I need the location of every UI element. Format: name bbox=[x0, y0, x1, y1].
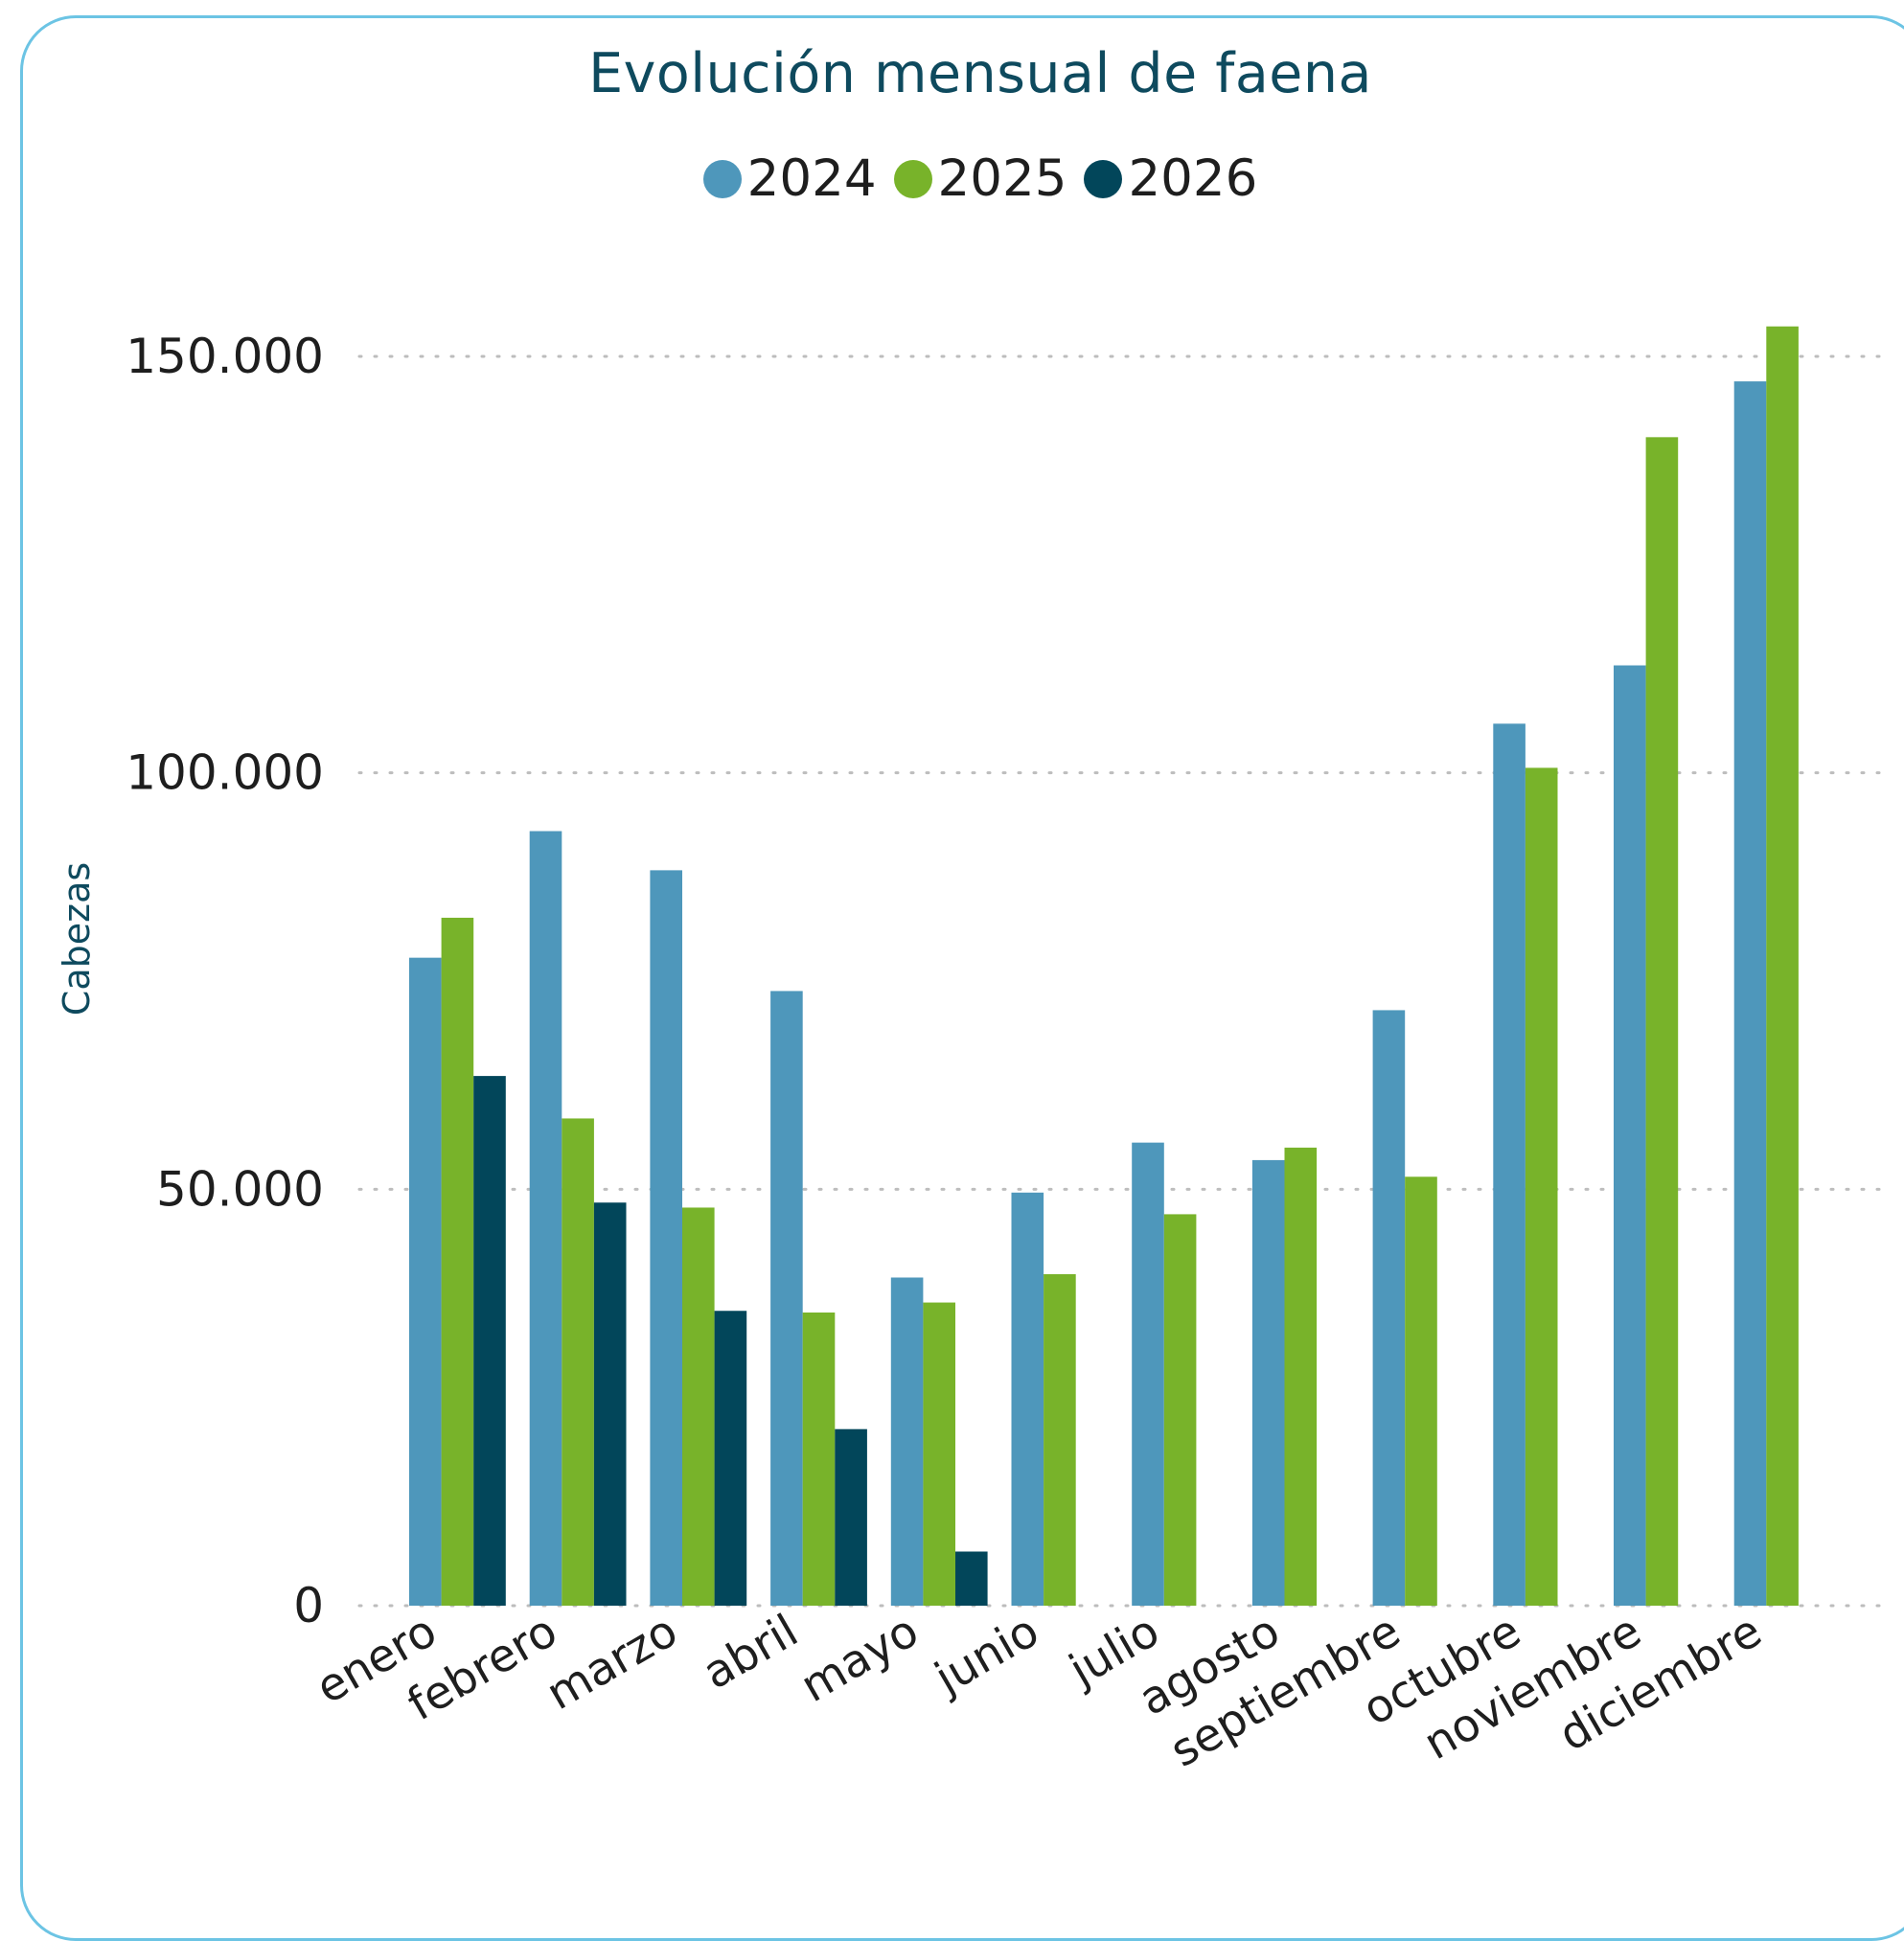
y-tick-label: 150.000 bbox=[126, 329, 324, 384]
legend-item-2024[interactable]: 2024 bbox=[702, 149, 877, 208]
y-tick-label: 100.000 bbox=[126, 745, 324, 801]
legend-dot-icon bbox=[1084, 159, 1123, 198]
y-axis-label: Cabezas bbox=[56, 862, 98, 1016]
bar-2026-febrero[interactable] bbox=[593, 1202, 627, 1606]
bar-2026-marzo[interactable] bbox=[714, 1311, 747, 1606]
bar-2024-julio[interactable] bbox=[1132, 1142, 1164, 1606]
bar-2026-enero[interactable] bbox=[473, 1076, 506, 1606]
bar-2025-abril[interactable] bbox=[802, 1312, 836, 1606]
legend-item-2025[interactable]: 2025 bbox=[893, 149, 1067, 208]
legend-label: 2026 bbox=[1128, 149, 1258, 208]
legend-item-2026[interactable]: 2026 bbox=[1084, 149, 1257, 208]
legend-label: 2024 bbox=[746, 149, 877, 208]
legend-dot-icon bbox=[893, 159, 932, 198]
chart-legend: 2024 2025 2026 bbox=[0, 149, 1904, 208]
bar-2024-agosto[interactable] bbox=[1251, 1159, 1285, 1606]
bar-2025-septiembre[interactable] bbox=[1405, 1176, 1437, 1606]
bar-2024-mayo[interactable] bbox=[890, 1277, 924, 1606]
bar-2025-julio[interactable] bbox=[1163, 1214, 1197, 1606]
bar-2025-diciembre[interactable] bbox=[1766, 326, 1799, 1607]
bar-2025-febrero[interactable] bbox=[562, 1118, 594, 1606]
bar-2025-enero[interactable] bbox=[441, 917, 474, 1606]
bar-2025-mayo[interactable] bbox=[923, 1302, 955, 1606]
y-tick-label: 50.000 bbox=[156, 1161, 324, 1217]
bar-2024-abril[interactable] bbox=[770, 991, 803, 1606]
x-tick-label: mayo bbox=[792, 1605, 928, 1713]
bar-2024-marzo[interactable] bbox=[650, 870, 682, 1606]
bar-2025-junio[interactable] bbox=[1044, 1274, 1076, 1606]
bar-2024-enero[interactable] bbox=[409, 957, 442, 1606]
legend-label: 2025 bbox=[937, 149, 1067, 208]
bar-2024-octubre[interactable] bbox=[1493, 723, 1525, 1606]
bar-2024-noviembre[interactable] bbox=[1614, 665, 1646, 1606]
x-tick-label: abril bbox=[694, 1605, 807, 1701]
legend-dot-icon bbox=[702, 159, 742, 198]
y-axis-ticks: 0 50.000 100.000 150.000 bbox=[126, 329, 324, 1633]
chart-title: Evolución mensual de faena bbox=[588, 42, 1372, 105]
y-tick-label: 0 bbox=[293, 1578, 324, 1633]
x-tick-label: junio bbox=[926, 1605, 1047, 1705]
bar-2025-octubre[interactable] bbox=[1525, 767, 1558, 1606]
bar-2025-noviembre[interactable] bbox=[1645, 437, 1679, 1607]
bar-2024-junio[interactable] bbox=[1011, 1192, 1044, 1606]
x-tick-label: marzo bbox=[538, 1605, 686, 1721]
chart-card bbox=[20, 15, 1904, 1941]
bar-2026-mayo[interactable] bbox=[955, 1551, 988, 1606]
bar-2024-febrero[interactable] bbox=[529, 831, 562, 1606]
bar-2026-abril[interactable] bbox=[835, 1428, 867, 1606]
bar-2024-diciembre[interactable] bbox=[1733, 381, 1767, 1607]
bar-2025-agosto[interactable] bbox=[1284, 1147, 1318, 1606]
bar-2025-marzo[interactable] bbox=[682, 1207, 715, 1606]
bars bbox=[409, 326, 1799, 1607]
bar-2024-septiembre[interactable] bbox=[1372, 1010, 1406, 1606]
